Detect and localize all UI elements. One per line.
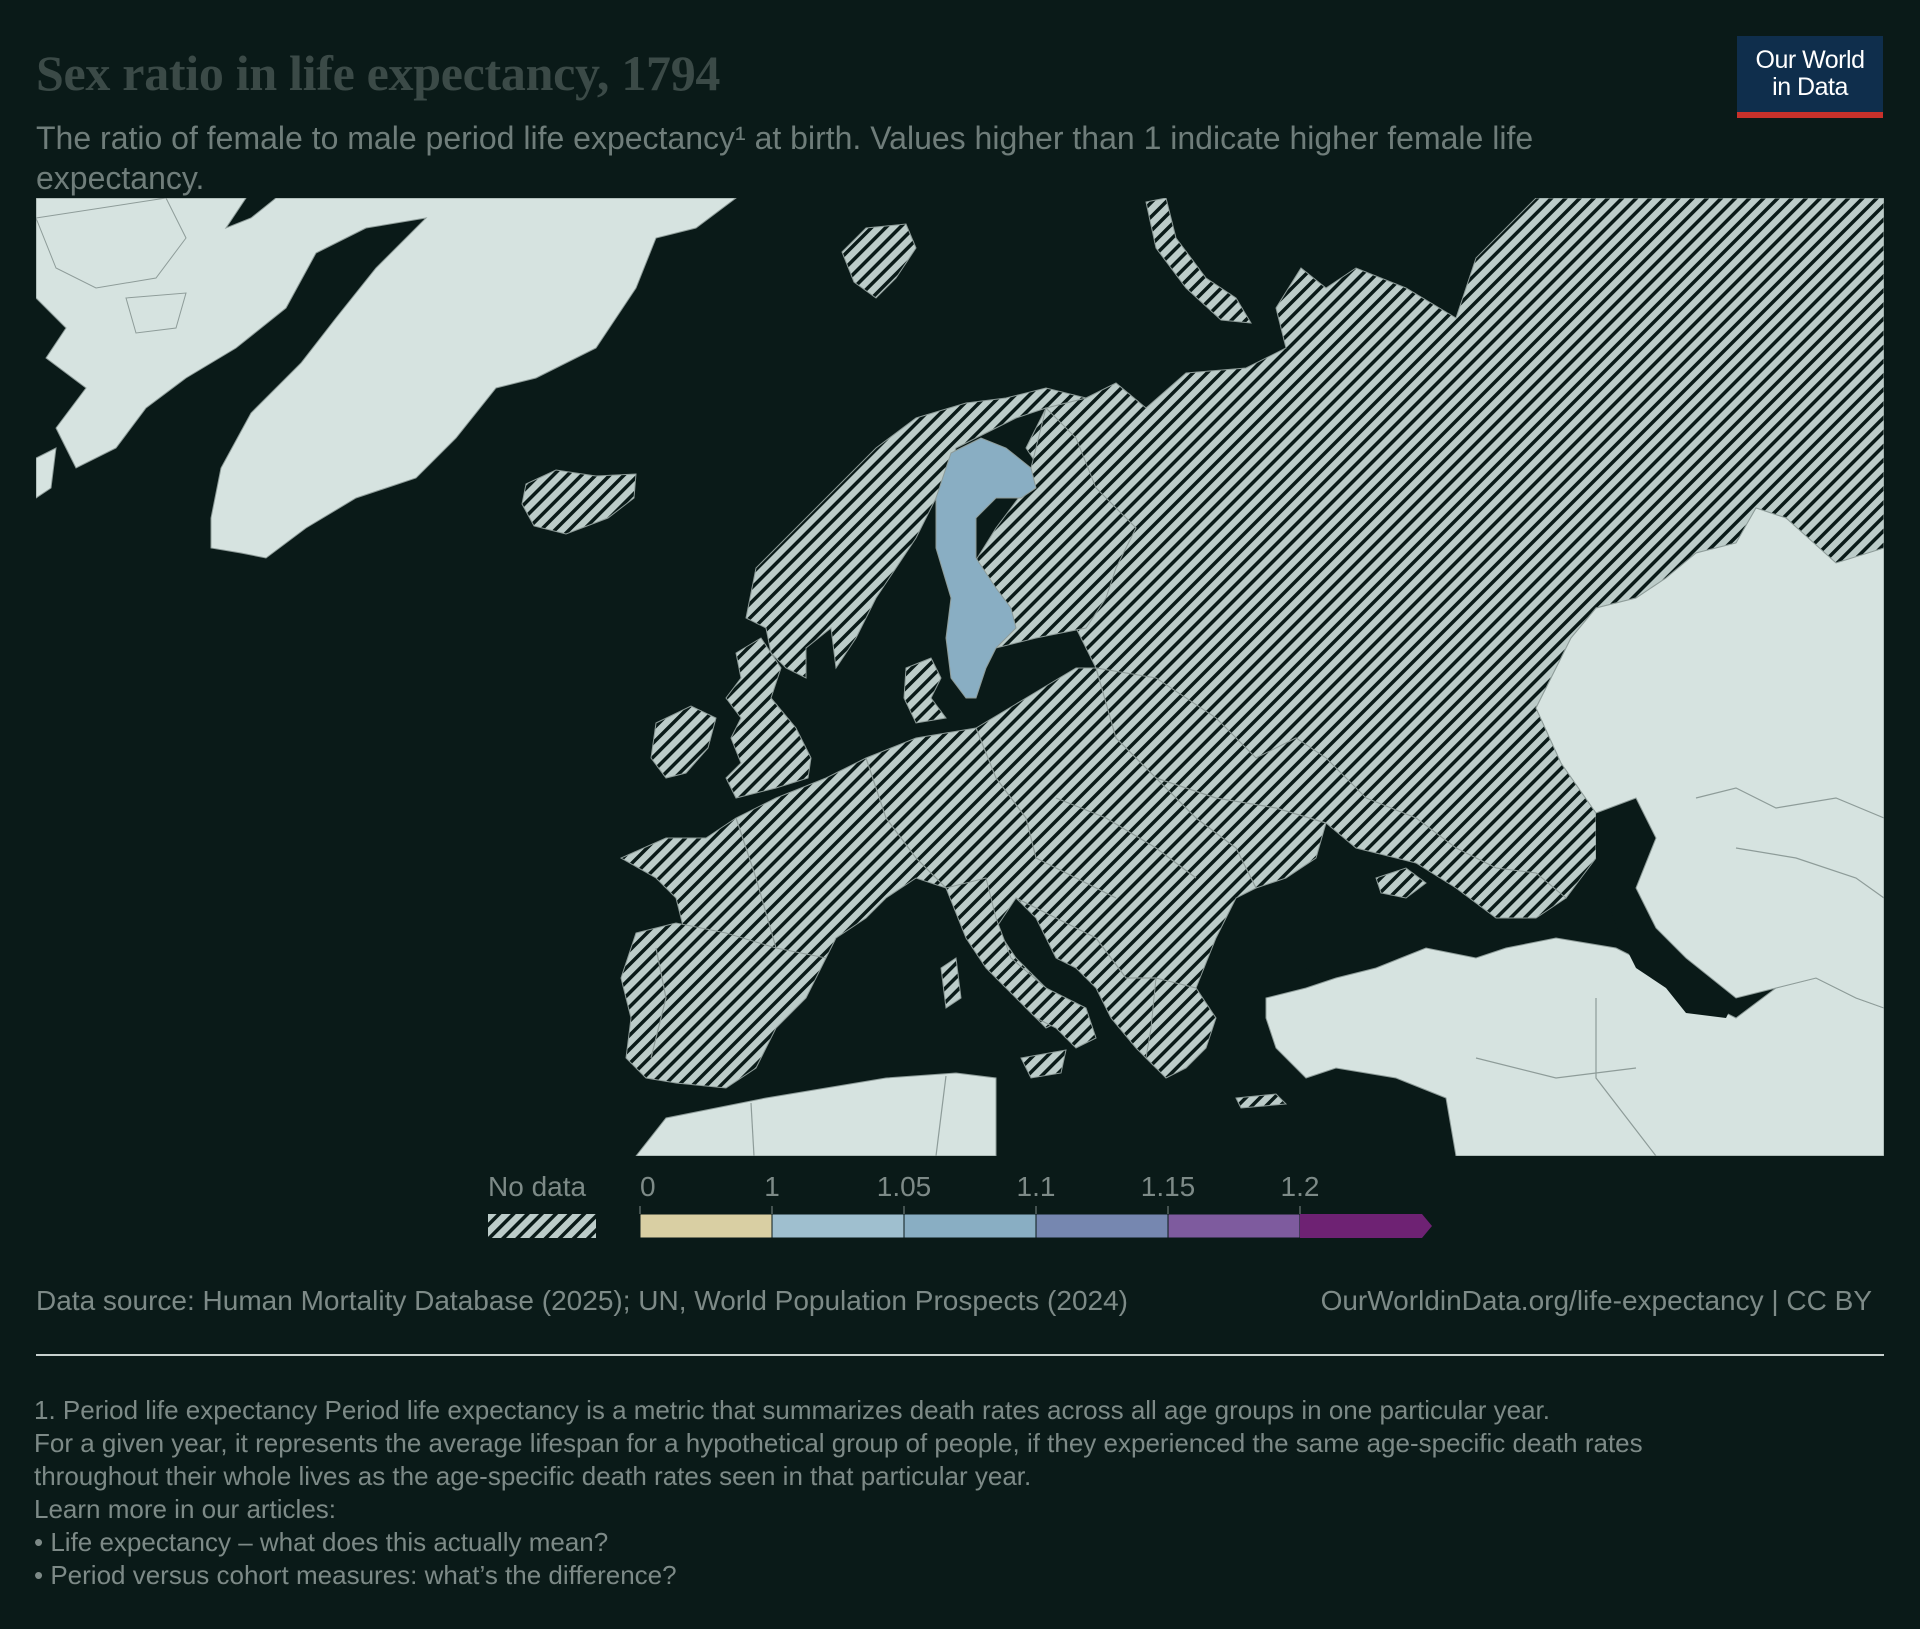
border-middle-east-2 [1475, 1057, 1637, 1079]
region-crimea[interactable] [1375, 867, 1427, 899]
region-denmark[interactable] [903, 657, 947, 724]
footer-divider [36, 1354, 1884, 1356]
legend-bin-1[interactable] [771, 1213, 905, 1239]
chart-title: Sex ratio in life expectancy, 1794 [36, 45, 721, 101]
region-central-asia[interactable] [1535, 507, 1884, 1009]
legend-tick-label: 0 [640, 1171, 656, 1202]
region-sardinia[interactable] [940, 957, 962, 1009]
region-arctic-island-1[interactable] [36, 198, 187, 289]
border-north-africa-1 [750, 1102, 755, 1156]
footnote: 1. Period life expectancy Period life ex… [34, 1394, 1854, 1592]
region-sweden[interactable] [935, 437, 1037, 699]
region-sicily[interactable] [1020, 1049, 1067, 1079]
legend-bin-open[interactable] [1300, 1214, 1432, 1238]
border-middle-east-1 [1595, 998, 1657, 1156]
border-europe-3 [1095, 667, 1257, 889]
region-iberia[interactable] [620, 922, 827, 1089]
region-crete[interactable] [1235, 1093, 1288, 1109]
region-arctic-island-2[interactable] [125, 292, 187, 334]
region-ireland[interactable] [650, 705, 717, 779]
article-link-1[interactable]: • Life expectancy – what does this actua… [34, 1527, 609, 1557]
source-url-link[interactable]: OurWorldinData.org/life-expectancy | CC … [1320, 1285, 1872, 1316]
border-europe-2 [975, 727, 1117, 899]
region-greece[interactable] [1145, 977, 1217, 1079]
black-sea [1296, 878, 1506, 988]
legend-bin-0[interactable] [639, 1213, 773, 1239]
legend-tick-label: 1.1 [1017, 1171, 1056, 1202]
footnote-line-4: Learn more in our articles: [34, 1494, 337, 1524]
footnote-line-2: For a given year, it represents the aver… [34, 1428, 1643, 1458]
border-iberia [650, 947, 667, 1059]
footnote-line-1: 1. Period life expectancy Period life ex… [34, 1395, 1550, 1425]
border-europe-5 [735, 817, 777, 949]
border-europe-4 [1155, 777, 1327, 824]
region-north-africa[interactable] [635, 1072, 997, 1156]
chart-subtitle: The ratio of female to male period life … [36, 120, 1534, 196]
region-novaya-zemlya[interactable] [1145, 198, 1252, 324]
legend-no-data-swatch[interactable] [488, 1214, 596, 1238]
article-link-2[interactable]: • Period versus cohort measures: what’s … [34, 1560, 677, 1590]
region-svalbard[interactable] [841, 223, 917, 299]
map-legend: No data 0 1 1.05 1.1 1.15 1.2 [488, 1171, 1432, 1239]
europe-map [36, 198, 1884, 1156]
data-source: Data source: Human Mortality Database (2… [36, 1285, 1128, 1316]
border-north-africa-2 [935, 1075, 947, 1156]
region-finland[interactable] [955, 407, 1137, 649]
owid-logo[interactable]: Our World in Data [1737, 36, 1883, 118]
legend-tick-label: 1.15 [1141, 1171, 1196, 1202]
border-europe-7 [1055, 797, 1197, 879]
region-italy[interactable] [945, 877, 1097, 1049]
legend-bin-4[interactable] [1167, 1213, 1301, 1239]
legend-bin-2[interactable] [903, 1213, 1037, 1239]
border-central-asia-1 [1695, 787, 1884, 819]
region-iceland[interactable] [521, 469, 637, 535]
border-central-asia-2 [1735, 847, 1884, 899]
region-norway[interactable] [745, 387, 1087, 679]
legend-tick-label: 1.05 [877, 1171, 932, 1202]
caspian-sea [1596, 798, 1736, 1018]
border-europe-1 [865, 757, 947, 889]
logo-line-1: Our World [1755, 46, 1865, 74]
legend-tick-label: 1.2 [1281, 1171, 1320, 1202]
region-united-kingdom[interactable] [725, 637, 812, 799]
region-greenland[interactable] [36, 198, 737, 559]
footnote-line-3: throughout their whole lives as the age-… [34, 1461, 1032, 1491]
legend-tick-label: 1 [764, 1171, 780, 1202]
region-arctic-island-3[interactable] [36, 447, 57, 499]
logo-line-2: in Data [1772, 73, 1848, 101]
legend-no-data-label: No data [488, 1171, 586, 1202]
border-europe-6 [1015, 897, 1156, 979]
legend-bin-3[interactable] [1035, 1213, 1169, 1239]
